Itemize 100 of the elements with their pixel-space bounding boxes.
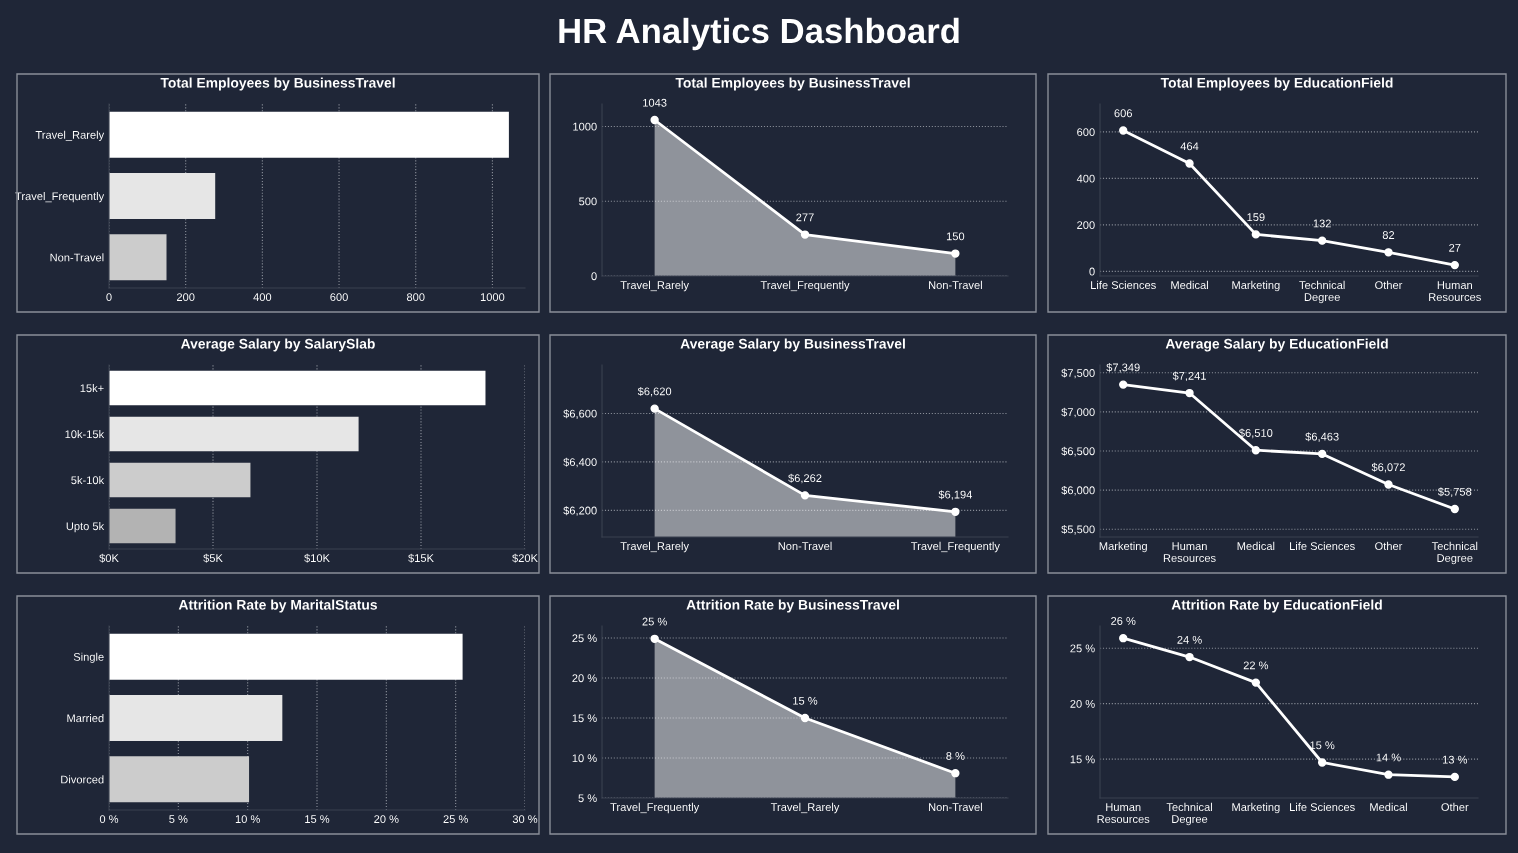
chart-title: Attrition Rate by EducationField	[1171, 599, 1382, 613]
x-tick-label: 20 %	[374, 815, 399, 824]
x-tick-label: Marketing	[1232, 802, 1280, 814]
data-label: $6,620	[637, 386, 672, 397]
bar	[109, 370, 486, 406]
x-tick-label: Technical Degree	[1299, 280, 1345, 304]
point	[1450, 772, 1459, 782]
y-tick-label: 5k-10k	[71, 475, 105, 485]
x-tick-label: Non-Travel	[929, 280, 982, 290]
x-tick-label: 200	[176, 293, 195, 302]
point	[650, 404, 659, 413]
data-label: $7,241	[1172, 371, 1206, 382]
chart-title: Total Employees by EducationField	[1160, 77, 1393, 91]
y-tick-label: 25 %	[572, 634, 597, 643]
bar	[109, 508, 176, 544]
x-tick-label: 25 %	[443, 815, 468, 824]
y-tick-label: Divorced	[61, 775, 104, 784]
x-tick-label: Non-Travel	[929, 802, 982, 812]
x-tick-label: Technical Degree	[1166, 802, 1212, 826]
y-tick-label: 10k-15k	[65, 429, 105, 439]
x-tick-label: 600	[330, 293, 348, 302]
text: HR Analytics Dashboard	[559, 17, 959, 51]
x-tick-label: 0	[106, 293, 112, 302]
bar	[109, 234, 167, 281]
x-tick-label: 1000	[480, 293, 505, 302]
point	[1185, 388, 1194, 398]
data-label: 22 %	[1243, 661, 1269, 670]
data-label: $7,349	[1106, 362, 1140, 373]
data-label: 8 %	[946, 752, 965, 760]
point	[800, 491, 810, 500]
y-tick-label: 15k+	[80, 383, 104, 393]
x-tick-label: $0K	[99, 553, 119, 563]
chart-title: Attrition Rate by BusinessTravel	[686, 599, 899, 613]
point	[1450, 504, 1459, 514]
point	[951, 769, 960, 778]
x-tick-label: 400	[253, 293, 272, 302]
x-tick-label: Travel_Rarely	[770, 802, 840, 814]
bar	[109, 756, 250, 803]
data-label: 13 %	[1442, 755, 1468, 764]
y-tick-label: $5,500	[1061, 524, 1095, 535]
y-tick-label: 20 %	[572, 674, 597, 683]
bar	[109, 462, 251, 498]
y-tick-label: $6,200	[563, 506, 597, 516]
chart-title: Average Salary by SalarySlab	[180, 338, 375, 352]
x-tick-label: Human Resources	[1097, 803, 1150, 823]
x-tick-label: Travel_Rarely	[620, 541, 689, 553]
data-label: 15 %	[1310, 741, 1335, 750]
y-tick-label: $6,500	[1061, 446, 1095, 457]
x-tick-label: Life Sciences	[1290, 802, 1355, 812]
y-tick-label: Married	[67, 713, 104, 723]
x-tick-label: $5K	[203, 553, 223, 563]
x-tick-label: 10 %	[235, 815, 260, 824]
chart-title: Attrition Rate by MaritalStatus	[178, 599, 377, 613]
y-tick-label: 200	[1077, 221, 1095, 229]
chart-title: Average Salary by BusinessTravel	[680, 338, 905, 352]
point	[1251, 446, 1261, 455]
point	[1450, 260, 1459, 270]
point	[1251, 678, 1261, 687]
x-tick-label: Marketing	[1099, 541, 1147, 553]
x-tick-label: 0 %	[99, 815, 119, 824]
x-tick-label: Travel_Frequently	[911, 541, 1000, 553]
y-tick-label: 0	[1089, 267, 1095, 276]
x-tick-label: $10K	[304, 553, 330, 563]
x-tick-label: Non-Travel	[778, 541, 832, 551]
data-label: $6,463	[1305, 432, 1339, 442]
bar	[109, 173, 216, 219]
data-label: $5,758	[1437, 487, 1472, 498]
bar	[109, 695, 283, 741]
y-tick-label: 400	[1076, 174, 1095, 183]
data-label: $6,072	[1371, 462, 1405, 473]
data-label: 26 %	[1111, 617, 1136, 625]
x-tick-label: 15 %	[305, 815, 330, 824]
point	[1384, 480, 1393, 489]
y-tick-label: $6,400	[563, 457, 597, 468]
y-tick-label: $6,000	[1061, 485, 1095, 496]
x-tick-label: Other	[1441, 802, 1469, 812]
point	[800, 230, 810, 239]
x-tick-label: Travel_Rarely	[620, 280, 689, 292]
data-label: $6,262	[788, 473, 822, 484]
point	[1317, 236, 1327, 245]
point	[1317, 449, 1327, 459]
bar	[109, 633, 463, 680]
point	[1317, 758, 1327, 767]
y-tick-label: 20 %	[1070, 699, 1095, 708]
y-tick-label: Upto 5k	[66, 521, 105, 533]
y-tick-label: $7,500	[1061, 368, 1095, 379]
x-tick-label: Other	[1375, 541, 1403, 551]
x-tick-label: Human Resources	[1429, 281, 1481, 301]
y-tick-label: 600	[1077, 128, 1095, 137]
y-tick-label: $6,600	[563, 409, 597, 419]
point	[1384, 770, 1393, 779]
y-tick-label: Non-Travel	[50, 253, 104, 262]
point	[1119, 380, 1128, 389]
data-label: 606	[1114, 109, 1132, 118]
y-tick-label: Travel_Rarely	[35, 130, 105, 141]
x-tick-label: 30 %	[512, 815, 538, 824]
y-tick-label: 1000	[573, 122, 597, 131]
y-tick-label: 25 %	[1070, 644, 1095, 653]
data-label: 27	[1449, 243, 1461, 252]
data-label: 150	[946, 232, 965, 241]
